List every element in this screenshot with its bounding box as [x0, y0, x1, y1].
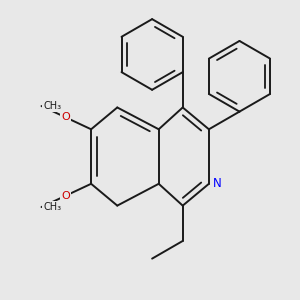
Text: O: O: [61, 112, 70, 122]
Text: O: O: [61, 191, 70, 201]
Text: CH₃: CH₃: [43, 202, 61, 212]
Text: CH₃: CH₃: [43, 101, 61, 111]
Text: N: N: [213, 177, 222, 190]
